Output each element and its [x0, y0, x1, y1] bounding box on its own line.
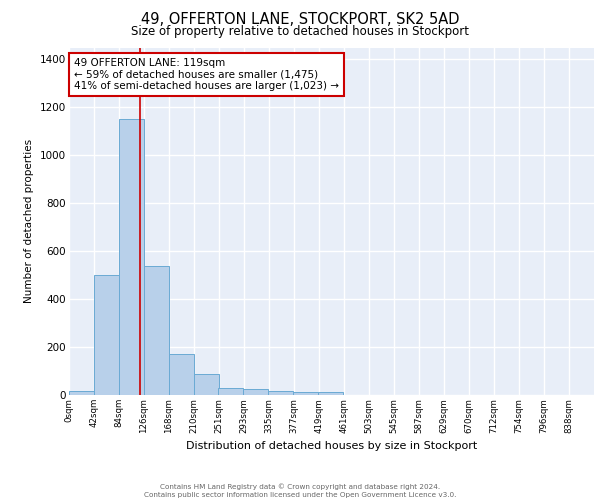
Bar — [218, 388, 244, 395]
Bar — [194, 374, 219, 395]
Bar — [244, 389, 268, 395]
X-axis label: Distribution of detached houses by size in Stockport: Distribution of detached houses by size … — [186, 441, 477, 451]
Bar — [319, 392, 343, 395]
Text: 49 OFFERTON LANE: 119sqm
← 59% of detached houses are smaller (1,475)
41% of sem: 49 OFFERTON LANE: 119sqm ← 59% of detach… — [74, 58, 339, 91]
Bar — [169, 354, 194, 395]
Text: Size of property relative to detached houses in Stockport: Size of property relative to detached ho… — [131, 25, 469, 38]
Bar — [293, 392, 319, 395]
Text: Contains HM Land Registry data © Crown copyright and database right 2024.
Contai: Contains HM Land Registry data © Crown c… — [144, 484, 456, 498]
Y-axis label: Number of detached properties: Number of detached properties — [25, 139, 34, 304]
Bar — [69, 392, 94, 395]
Bar — [119, 120, 144, 395]
Bar — [268, 390, 293, 395]
Text: 49, OFFERTON LANE, STOCKPORT, SK2 5AD: 49, OFFERTON LANE, STOCKPORT, SK2 5AD — [141, 12, 459, 28]
Bar — [94, 275, 119, 395]
Bar — [144, 266, 169, 395]
